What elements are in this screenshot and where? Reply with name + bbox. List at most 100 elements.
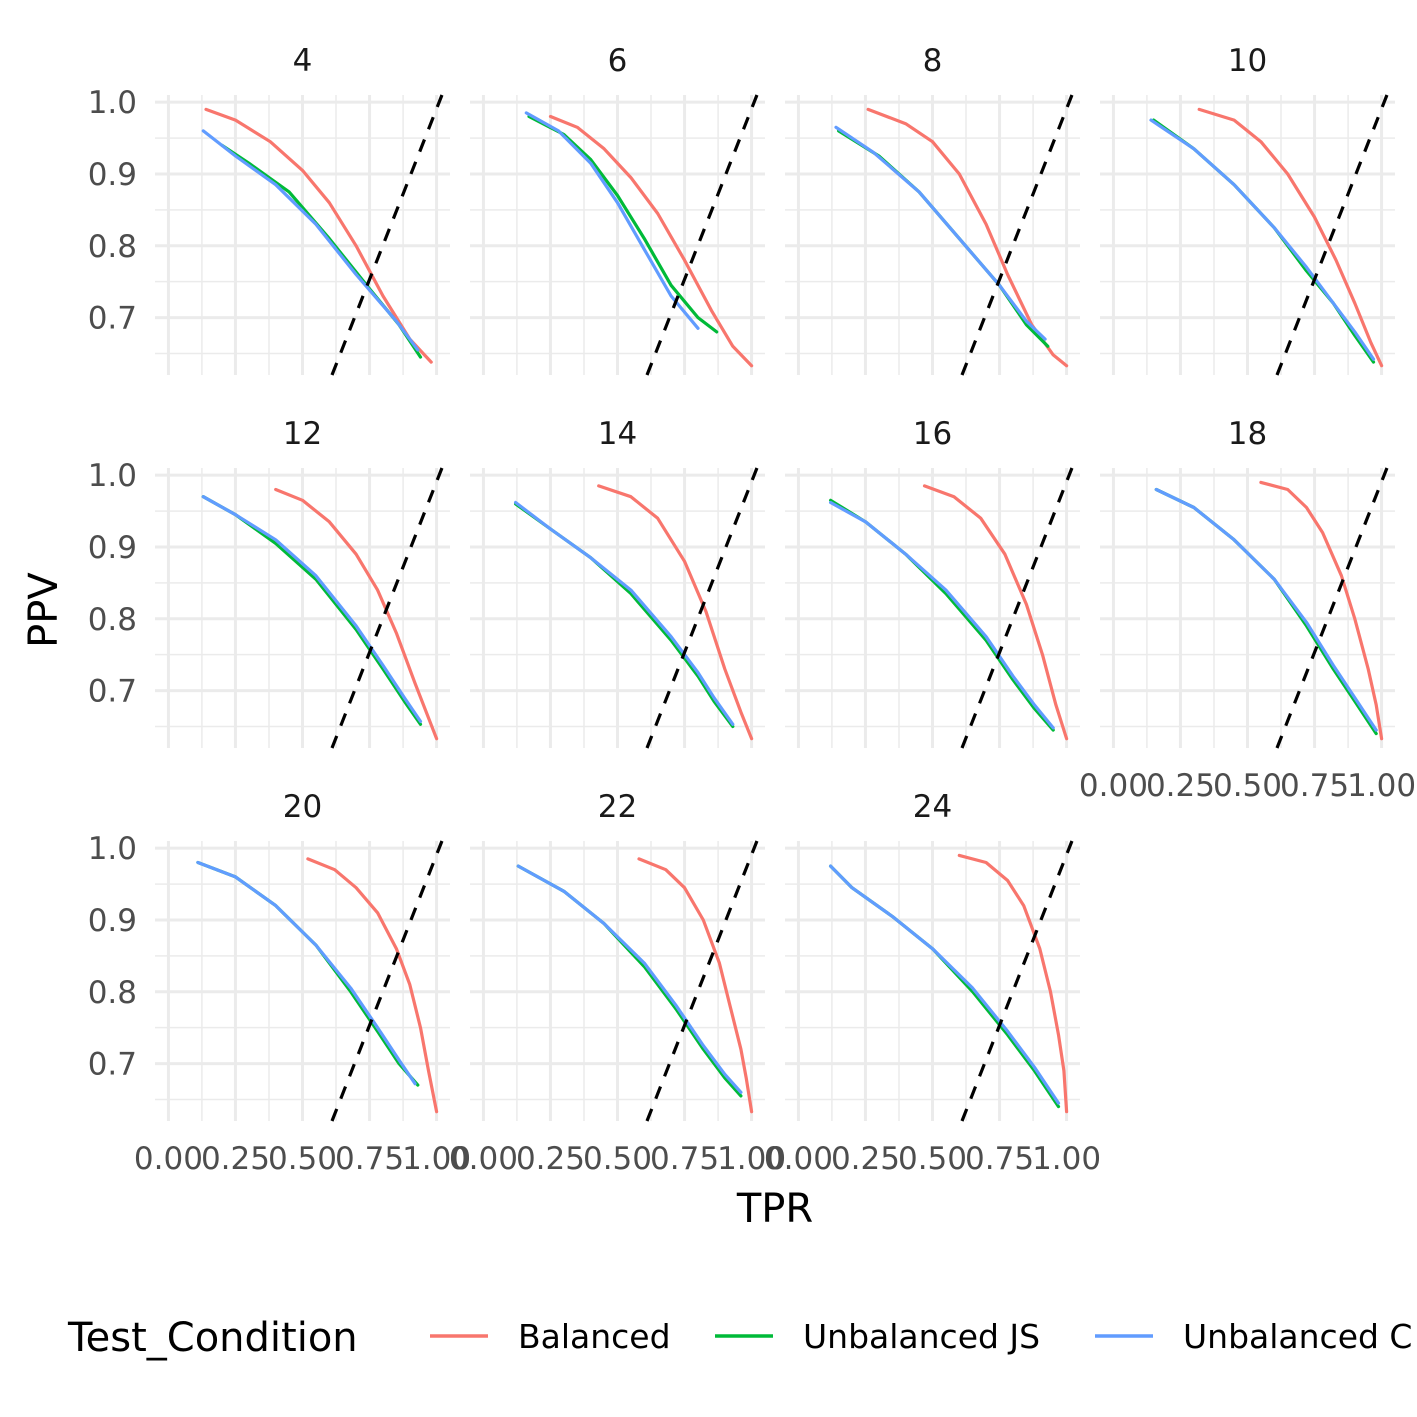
reference-line xyxy=(645,467,759,749)
series-line-unbalanced-js xyxy=(527,114,719,334)
facet-label-14: 14 xyxy=(598,416,637,452)
reference-line xyxy=(330,467,444,749)
panel-24: 24 0.000.250.500.751.00 xyxy=(764,789,1101,1177)
x-tick-label: 0.50 xyxy=(268,1141,337,1177)
x-tick-label: 0.25 xyxy=(1146,768,1215,804)
y-tick-label: 0.8 xyxy=(88,602,137,638)
facet-label-18: 18 xyxy=(1228,416,1267,452)
y-tick-label: 1.0 xyxy=(88,831,137,867)
facet-label-22: 22 xyxy=(598,789,637,825)
x-axis-title: TPR xyxy=(736,1186,813,1232)
x-tick-label: 0.25 xyxy=(201,1141,270,1177)
panel-20: 20 0.7 0.8 0.9 1.0 0.000.250.500.751.00 xyxy=(88,789,471,1177)
legend-label: Balanced xyxy=(518,1317,671,1356)
panel-8: 8 xyxy=(785,43,1080,376)
panel-16: 16 xyxy=(785,416,1080,749)
series-line-balanced xyxy=(1197,107,1384,368)
x-tick-label: 1.00 xyxy=(1347,768,1416,804)
series-line-unbalanced-c xyxy=(828,500,1055,730)
x-tick-label: 0.00 xyxy=(1079,768,1148,804)
x-tick-label: 0.75 xyxy=(335,1141,404,1177)
series-line-unbalanced-c xyxy=(201,495,423,724)
facet-label-4: 4 xyxy=(293,43,313,79)
reference-line xyxy=(645,840,759,1122)
x-tick-label: 0.50 xyxy=(1213,768,1282,804)
series-line-unbalanced-js xyxy=(1154,487,1378,736)
y-axis-title: PPV xyxy=(21,572,67,648)
y-tick-label: 0.7 xyxy=(88,1047,137,1083)
y-tick-label: 1.0 xyxy=(88,458,137,494)
x-tick-label: 0.25 xyxy=(831,1141,900,1177)
series-line-unbalanced-js xyxy=(513,502,735,729)
panel-14: 14 xyxy=(470,416,765,749)
y-tick-label: 0.8 xyxy=(88,229,137,265)
series-line-unbalanced-c xyxy=(524,111,700,330)
series-line-unbalanced-c xyxy=(201,129,420,352)
x-tick-label: 1.00 xyxy=(717,1141,786,1177)
y-tick-label: 1.0 xyxy=(88,85,137,121)
series-line-unbalanced-js xyxy=(220,143,423,359)
x-tick-label: 0.25 xyxy=(516,1141,585,1177)
series-line-unbalanced-c xyxy=(1154,487,1378,732)
facet-label-8: 8 xyxy=(923,43,943,79)
series-line-unbalanced-js xyxy=(1151,118,1376,364)
x-tick-label: 0.50 xyxy=(583,1141,652,1177)
x-tick-label: 0.75 xyxy=(1280,768,1349,804)
series-line-unbalanced-c xyxy=(834,125,1047,341)
y-tick-label: 0.9 xyxy=(88,903,137,939)
series-line-balanced xyxy=(306,857,439,1114)
legend: Test_Condition Balanced Unbalanced JS Unbal… xyxy=(67,1315,1412,1361)
series-line-unbalanced-c xyxy=(1149,118,1376,361)
reference-line xyxy=(960,467,1074,749)
panel-6: 6 xyxy=(470,43,765,376)
facet-label-24: 24 xyxy=(913,789,952,825)
reference-line xyxy=(960,94,1074,376)
panel-4: 4 0.7 0.8 0.9 1.0 xyxy=(88,43,450,376)
series-line-balanced xyxy=(637,857,754,1114)
panel-22: 22 0.000.250.500.751.00 xyxy=(449,789,786,1177)
reference-line xyxy=(1275,467,1389,749)
reference-line xyxy=(960,840,1074,1122)
facet-label-12: 12 xyxy=(283,416,322,452)
legend-label: Unbalanced C xyxy=(1183,1317,1412,1356)
series-line-balanced xyxy=(1259,480,1384,741)
series-line-unbalanced-c xyxy=(513,500,735,726)
legend-title: Test_Condition xyxy=(67,1315,358,1361)
series-line-balanced xyxy=(866,107,1069,368)
y-tick-label: 0.9 xyxy=(88,157,137,193)
reference-line xyxy=(330,840,444,1122)
facet-label-6: 6 xyxy=(608,43,628,79)
series-line-balanced xyxy=(922,484,1069,741)
x-tick-label: 0.00 xyxy=(134,1141,203,1177)
facet-label-10: 10 xyxy=(1228,43,1267,79)
legend-label: Unbalanced JS xyxy=(803,1317,1040,1356)
series-line-unbalanced-c xyxy=(516,864,743,1094)
x-tick-label: 0.50 xyxy=(898,1141,967,1177)
y-tick-label: 0.9 xyxy=(88,530,137,566)
facet-label-16: 16 xyxy=(913,416,952,452)
y-tick-label: 0.7 xyxy=(88,674,137,710)
x-tick-label: 1.00 xyxy=(402,1141,471,1177)
x-tick-label: 1.00 xyxy=(1032,1141,1101,1177)
panel-10: 10 xyxy=(1100,43,1395,376)
reference-line xyxy=(1275,94,1389,376)
x-tick-label: 0.00 xyxy=(764,1141,833,1177)
x-tick-label: 0.75 xyxy=(965,1141,1034,1177)
series-line-unbalanced-js xyxy=(196,860,420,1087)
y-tick-label: 0.7 xyxy=(88,301,137,337)
series-line-balanced xyxy=(957,853,1069,1114)
series-line-unbalanced-c xyxy=(828,864,1061,1105)
panel-12: 12 0.7 0.8 0.9 1.0 xyxy=(88,416,450,749)
reference-line xyxy=(645,94,759,376)
series-line-unbalanced-c xyxy=(196,860,417,1086)
x-tick-label: 0.75 xyxy=(650,1141,719,1177)
x-tick-label: 0.00 xyxy=(449,1141,518,1177)
y-tick-label: 0.8 xyxy=(88,975,137,1011)
series-line-balanced xyxy=(548,114,754,368)
panel-18: 18 0.000.250.500.751.00 xyxy=(1079,416,1416,804)
facet-label-20: 20 xyxy=(283,789,322,825)
series-line-balanced xyxy=(597,484,754,741)
reference-line xyxy=(330,94,444,376)
